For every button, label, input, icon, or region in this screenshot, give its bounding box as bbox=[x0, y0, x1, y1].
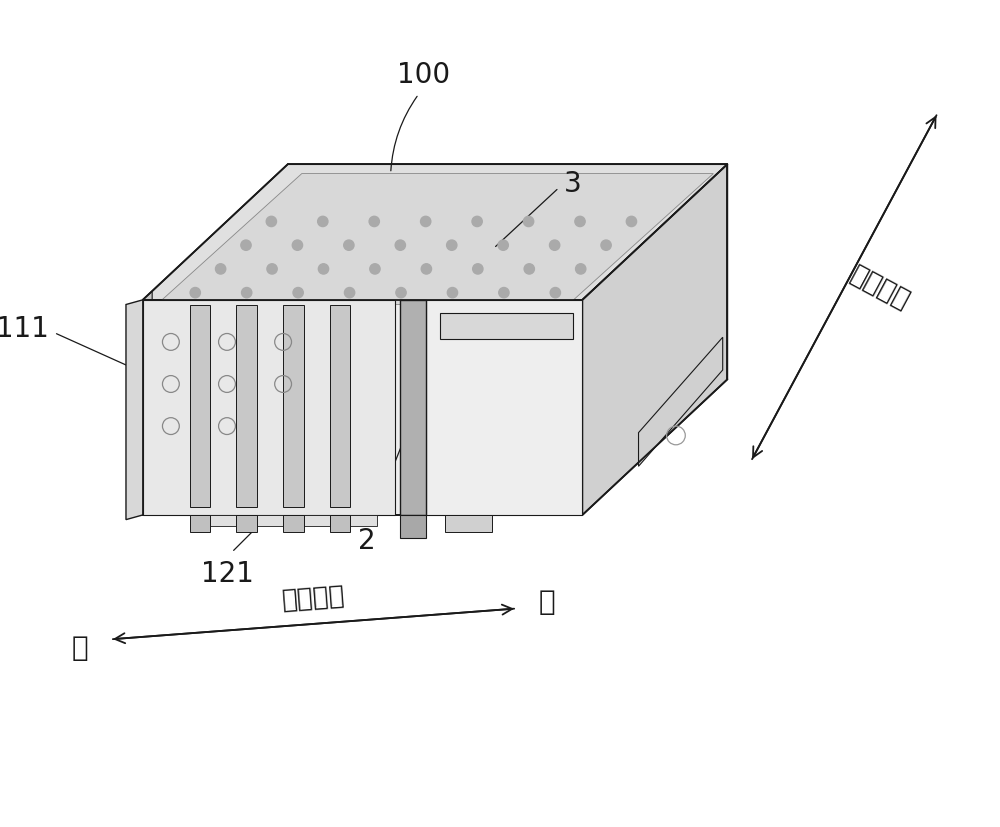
Polygon shape bbox=[190, 515, 210, 532]
Circle shape bbox=[447, 241, 457, 251]
Text: 第二方向: 第二方向 bbox=[846, 261, 914, 314]
Polygon shape bbox=[143, 292, 152, 515]
Polygon shape bbox=[190, 305, 210, 508]
Circle shape bbox=[626, 217, 637, 227]
Text: 2: 2 bbox=[358, 527, 376, 554]
Text: 左: 左 bbox=[72, 633, 88, 661]
Circle shape bbox=[395, 241, 405, 251]
Circle shape bbox=[344, 241, 354, 251]
Circle shape bbox=[421, 217, 431, 227]
Polygon shape bbox=[350, 515, 377, 527]
Circle shape bbox=[447, 288, 458, 299]
Polygon shape bbox=[236, 515, 257, 532]
Polygon shape bbox=[283, 305, 304, 508]
Circle shape bbox=[190, 288, 200, 299]
Circle shape bbox=[498, 241, 508, 251]
Polygon shape bbox=[304, 515, 330, 527]
Circle shape bbox=[242, 288, 252, 299]
Circle shape bbox=[550, 288, 560, 299]
Polygon shape bbox=[143, 300, 395, 515]
Polygon shape bbox=[639, 338, 723, 466]
Circle shape bbox=[293, 288, 303, 299]
Text: 111: 111 bbox=[0, 314, 49, 342]
Circle shape bbox=[499, 288, 509, 299]
Polygon shape bbox=[283, 515, 304, 532]
Polygon shape bbox=[143, 165, 727, 300]
Circle shape bbox=[369, 217, 379, 227]
Polygon shape bbox=[257, 515, 283, 527]
Text: 25: 25 bbox=[526, 494, 562, 522]
Circle shape bbox=[523, 217, 534, 227]
Polygon shape bbox=[445, 515, 492, 532]
Circle shape bbox=[396, 288, 406, 299]
Circle shape bbox=[241, 241, 251, 251]
Circle shape bbox=[524, 265, 534, 275]
Text: 121: 121 bbox=[201, 559, 253, 587]
Circle shape bbox=[473, 265, 483, 275]
Polygon shape bbox=[236, 305, 257, 508]
Circle shape bbox=[267, 265, 277, 275]
Text: 100: 100 bbox=[397, 60, 450, 88]
Circle shape bbox=[549, 241, 560, 251]
Circle shape bbox=[472, 217, 482, 227]
Polygon shape bbox=[426, 300, 582, 515]
Circle shape bbox=[576, 265, 586, 275]
Circle shape bbox=[318, 217, 328, 227]
Circle shape bbox=[601, 241, 611, 251]
Polygon shape bbox=[400, 515, 426, 538]
Circle shape bbox=[215, 265, 226, 275]
Text: 第一方向: 第一方向 bbox=[281, 582, 346, 613]
Circle shape bbox=[344, 288, 355, 299]
Polygon shape bbox=[126, 300, 143, 520]
Polygon shape bbox=[330, 515, 350, 532]
Text: 右: 右 bbox=[539, 587, 555, 615]
Circle shape bbox=[292, 241, 303, 251]
Polygon shape bbox=[440, 313, 573, 340]
Polygon shape bbox=[582, 165, 727, 515]
Polygon shape bbox=[400, 300, 426, 515]
Circle shape bbox=[266, 217, 277, 227]
Circle shape bbox=[318, 265, 329, 275]
Polygon shape bbox=[157, 174, 713, 305]
Text: 1: 1 bbox=[171, 457, 189, 485]
Polygon shape bbox=[330, 305, 350, 508]
Circle shape bbox=[370, 265, 380, 275]
Text: 3: 3 bbox=[564, 170, 581, 198]
Circle shape bbox=[421, 265, 432, 275]
Polygon shape bbox=[143, 300, 582, 515]
Circle shape bbox=[575, 217, 585, 227]
Polygon shape bbox=[210, 515, 236, 527]
